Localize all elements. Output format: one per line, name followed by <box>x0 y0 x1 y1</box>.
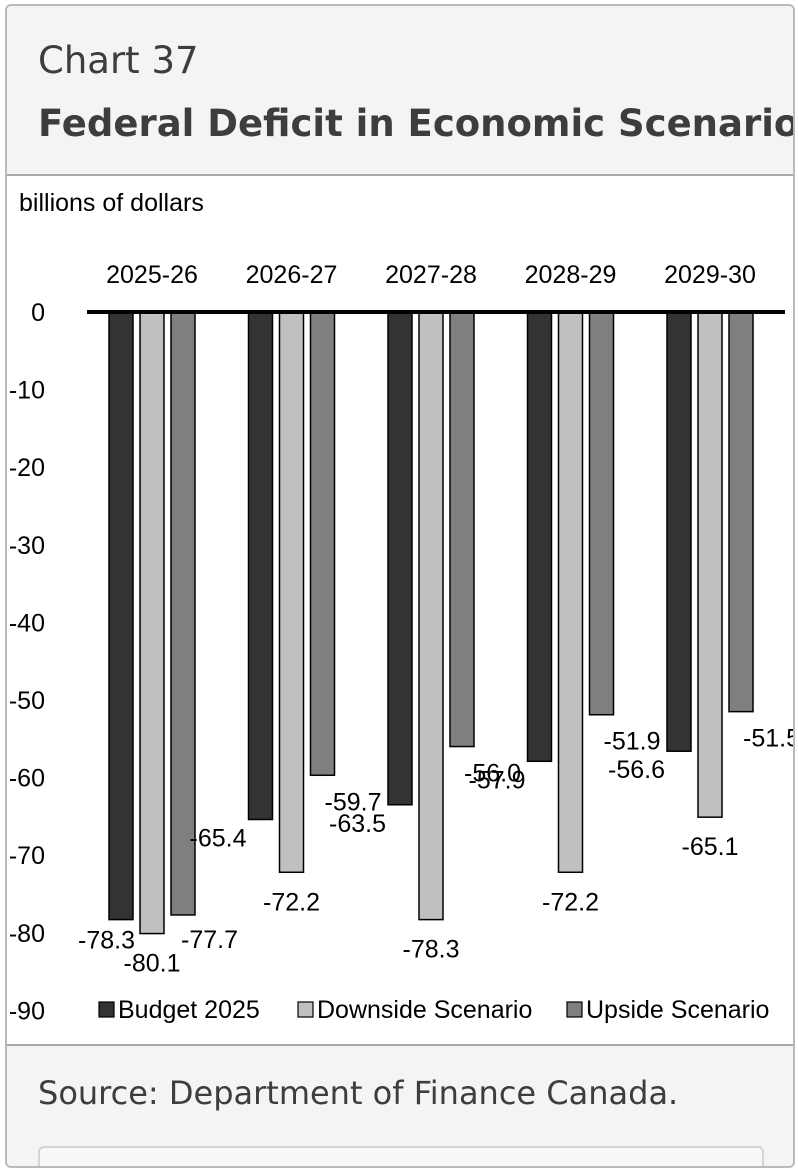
data-label: -78.3 <box>78 927 135 955</box>
x-tick-label: 2028-29 <box>525 261 617 289</box>
bar <box>418 311 444 921</box>
bar <box>526 311 553 763</box>
data-label: -65.4 <box>190 825 247 853</box>
y-tick-label: -60 <box>9 765 45 793</box>
data-label: -51.5 <box>743 725 793 753</box>
x-tick-label: 2029-30 <box>664 261 756 289</box>
chart-area: billions of dollars 0 -10 -20 -30 -40 -50 -60 -… <box>7 176 793 1046</box>
bar <box>387 311 413 806</box>
data-label: -57.9 <box>469 766 526 794</box>
bar <box>309 311 336 777</box>
source-note: Source: Department of Finance Canada. <box>38 1074 679 1112</box>
y-tick-label: -30 <box>9 532 45 560</box>
chart-card: Chart 37 Federal Deficit in Economic Sce… <box>5 4 795 1168</box>
data-label: -72.2 <box>542 888 599 916</box>
bar <box>557 311 584 874</box>
chart-footer: Source: Department of Finance Canada. <box>7 1046 793 1166</box>
bar <box>588 311 615 716</box>
bar <box>108 311 134 921</box>
bar <box>247 311 274 821</box>
y-tick-label: -70 <box>9 842 45 870</box>
data-label: -59.7 <box>325 788 382 816</box>
chart-plot: 0 -10 -20 -30 -40 -50 -60 -70 -80 -90 2025-26 2026-… <box>9 261 793 1025</box>
y-tick-label: -90 <box>9 997 45 1025</box>
data-label: -78.3 <box>403 936 460 964</box>
footer-panel <box>38 1146 764 1166</box>
legend-label: Upside Scenario <box>586 996 769 1024</box>
legend-label: Downside Scenario <box>317 996 532 1024</box>
data-label: -63.5 <box>329 810 386 838</box>
data-label: -56.6 <box>608 756 665 784</box>
chart-title: Federal Deficit in Economic Scenario <box>38 102 795 145</box>
bar <box>666 311 692 752</box>
data-label: -72.2 <box>263 888 320 916</box>
chart-number: Chart 37 <box>38 39 199 82</box>
bar <box>728 311 754 713</box>
data-label: -65.1 <box>682 833 739 861</box>
chart-header: Chart 37 Federal Deficit in Economic Sce… <box>7 6 793 176</box>
y-tick-label: -80 <box>9 920 45 948</box>
y-tick-label: -20 <box>9 454 45 482</box>
bar <box>449 311 475 748</box>
bar <box>278 311 305 874</box>
y-tick-label: -40 <box>9 609 45 637</box>
legend-swatch <box>98 1001 115 1018</box>
bar <box>170 311 196 916</box>
bar-chart: billions of dollars 0 -10 -20 -30 -40 -50 -60 -… <box>9 189 793 1025</box>
y-tick-label: 0 <box>31 299 45 327</box>
x-tick-label: 2025-26 <box>106 261 198 289</box>
legend-swatch <box>297 1001 314 1018</box>
y-tick-label: -50 <box>9 687 45 715</box>
legend-swatch <box>566 1001 583 1018</box>
data-label: -77.7 <box>181 926 238 954</box>
bar <box>697 311 723 818</box>
bar <box>139 311 165 935</box>
x-tick-label: 2026-27 <box>246 261 338 289</box>
data-label: -51.9 <box>604 728 661 756</box>
x-tick-label: 2027-28 <box>385 261 477 289</box>
legend-label: Budget 2025 <box>118 996 260 1024</box>
y-tick-label: -10 <box>9 377 45 405</box>
data-label: -56.0 <box>464 760 521 788</box>
y-axis-label: billions of dollars <box>19 189 204 217</box>
data-label: -80.1 <box>124 950 181 978</box>
